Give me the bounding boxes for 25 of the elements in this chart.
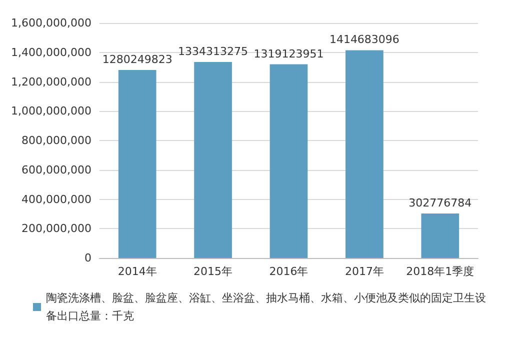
- y-tick-label: 1,000,000,000: [10, 104, 92, 118]
- y-tick-label: 1,400,000,000: [10, 46, 92, 59]
- x-tick-label: 2017年: [344, 265, 384, 278]
- bar: [118, 70, 156, 258]
- bar: [346, 50, 384, 258]
- y-tick-label: 400,000,000: [21, 192, 92, 206]
- x-tick-label: 2014年: [118, 265, 157, 278]
- bar: [270, 64, 308, 258]
- y-tick-label: 200,000,000: [21, 222, 92, 236]
- y-tick-label: 600,000,000: [21, 163, 92, 176]
- legend-label: 陶瓷洗涤槽、脸盆、脸盆座、浴缸、坐浴盆、抽水马桶、水箱、小便池及类似的固定卫生设备出口总量：千克: [46, 292, 486, 322]
- y-tick-label: 800,000,000: [21, 134, 92, 147]
- data-label: 302776784: [408, 196, 472, 210]
- y-tick-label: 0: [84, 252, 92, 264]
- y-tick-label: 1,600,000,000: [10, 16, 92, 30]
- x-tick-label: 2016年: [269, 265, 308, 278]
- data-label: 1319123951: [254, 47, 324, 60]
- data-label: 1280249823: [102, 52, 172, 66]
- bar: [194, 62, 232, 258]
- data-label: 1414683096: [329, 33, 400, 46]
- x-tick-label: 2018年1季度: [406, 265, 474, 278]
- x-tick-label: 2015年: [194, 265, 233, 278]
- y-tick-label: 1,200,000,000: [10, 75, 92, 88]
- bar: [421, 214, 460, 258]
- data-label: 1334313275: [178, 45, 248, 58]
